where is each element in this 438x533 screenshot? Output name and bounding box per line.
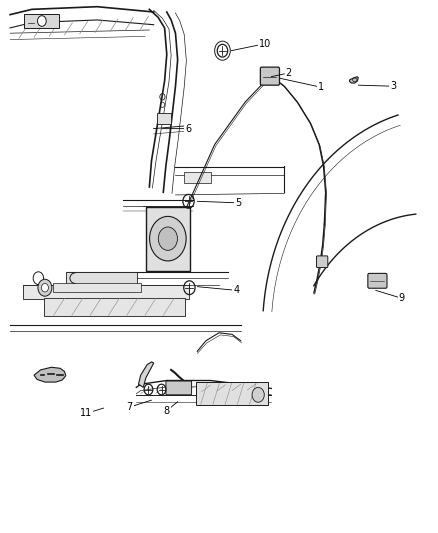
FancyBboxPatch shape [25,14,59,28]
Circle shape [38,279,52,296]
Polygon shape [350,77,358,83]
FancyBboxPatch shape [368,273,387,288]
FancyBboxPatch shape [184,172,211,183]
Circle shape [150,216,186,261]
FancyBboxPatch shape [53,284,141,293]
Text: 7: 7 [127,400,152,412]
Text: 5: 5 [197,198,242,208]
Text: 8: 8 [164,402,178,416]
Circle shape [38,15,46,26]
Text: 6: 6 [162,124,191,134]
Text: 11: 11 [80,408,104,418]
FancyBboxPatch shape [157,114,171,124]
FancyBboxPatch shape [66,272,137,285]
FancyBboxPatch shape [196,382,268,406]
FancyBboxPatch shape [45,298,185,316]
FancyBboxPatch shape [146,207,190,271]
Polygon shape [34,367,66,382]
Text: 2: 2 [271,68,292,78]
Circle shape [252,387,264,402]
Text: 3: 3 [358,81,396,91]
FancyBboxPatch shape [23,285,189,299]
Text: 4: 4 [197,285,240,295]
FancyBboxPatch shape [260,67,279,85]
Polygon shape [138,362,154,387]
Circle shape [42,284,48,292]
Text: 1: 1 [280,78,325,92]
FancyBboxPatch shape [317,256,328,268]
FancyBboxPatch shape [166,381,191,395]
Text: 10: 10 [231,39,271,51]
Circle shape [158,227,177,251]
Text: 9: 9 [376,290,405,303]
